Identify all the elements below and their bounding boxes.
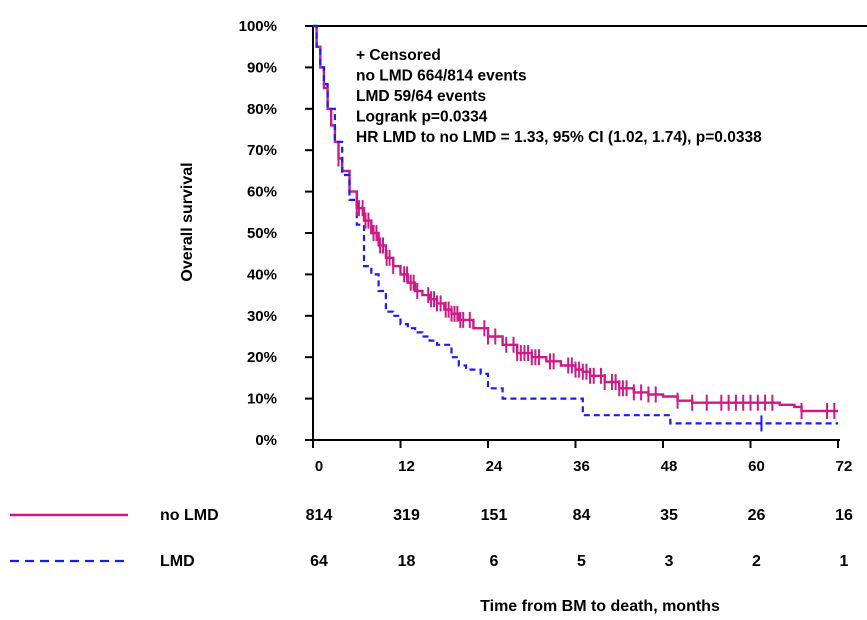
annotation-line: no LMD 664/814 events bbox=[356, 68, 527, 85]
x-tick-label: 12 bbox=[398, 458, 415, 475]
risk-count: 151 bbox=[481, 507, 508, 524]
censor-marks bbox=[337, 150, 836, 432]
y-tick-label: 60% bbox=[247, 184, 277, 201]
risk-count: 18 bbox=[398, 553, 416, 570]
risk-count: 319 bbox=[393, 507, 420, 524]
y-tick-label: 20% bbox=[247, 349, 277, 366]
y-tick-label: 40% bbox=[247, 266, 277, 283]
annotation-line: LMD 59/64 events bbox=[356, 88, 486, 105]
x-tick-label: 36 bbox=[573, 458, 590, 475]
risk-row-label: no LMD bbox=[160, 507, 219, 524]
y-tick-label: 10% bbox=[247, 391, 277, 408]
risk-count: 1 bbox=[840, 553, 849, 570]
y-tick-label: 30% bbox=[247, 308, 277, 325]
y-tick-label: 50% bbox=[247, 225, 277, 242]
annotation-line: Logrank p=0.0334 bbox=[356, 109, 488, 126]
y-tick-label: 70% bbox=[247, 142, 277, 159]
annotations: + Censored no LMD 664/814 events LMD 59/64… bbox=[356, 47, 762, 146]
x-tick-label: 24 bbox=[486, 458, 503, 475]
y-axis-label: Overall survival bbox=[179, 162, 196, 281]
axes: 0% 10% 20% 30% 40% 50% 60% 70% 80% 90% 100% 0 12 24 36… bbox=[239, 18, 867, 475]
risk-count: 2 bbox=[752, 553, 761, 570]
y-tick-label: 100% bbox=[239, 18, 277, 35]
risk-count: 3 bbox=[665, 553, 674, 570]
risk-count: 64 bbox=[310, 553, 328, 570]
y-tick-label: 80% bbox=[247, 101, 277, 118]
risk-count: 814 bbox=[306, 507, 333, 524]
risk-count: 84 bbox=[573, 507, 591, 524]
survival-curve-lmd bbox=[313, 24, 838, 425]
survival-curves bbox=[313, 24, 838, 425]
annotation-line: + Censored bbox=[356, 47, 441, 64]
risk-row-label: LMD bbox=[160, 553, 195, 570]
risk-count: 6 bbox=[490, 553, 499, 570]
risk-count: 35 bbox=[660, 507, 678, 524]
survival-curve-no-lmd bbox=[313, 24, 838, 413]
annotation-line: HR LMD to no LMD = 1.33, 95% CI (1.02, 1… bbox=[356, 129, 762, 146]
x-tick-label: 60 bbox=[748, 458, 765, 475]
risk-table: no LMD 814 319 151 84 35 26 16 LMD 64 18 6 5 3 2 1 bbox=[10, 507, 853, 570]
risk-count: 16 bbox=[835, 507, 853, 524]
x-tick-label: 72 bbox=[836, 458, 853, 475]
y-tick-label: 90% bbox=[247, 59, 277, 76]
y-tick-label: 0% bbox=[255, 432, 277, 449]
risk-count: 26 bbox=[748, 507, 766, 524]
risk-count: 5 bbox=[577, 553, 586, 570]
x-axis-label: Time from BM to death, months bbox=[480, 598, 720, 615]
x-tick-label: 48 bbox=[661, 458, 678, 475]
x-tick-label: 0 bbox=[315, 458, 323, 475]
